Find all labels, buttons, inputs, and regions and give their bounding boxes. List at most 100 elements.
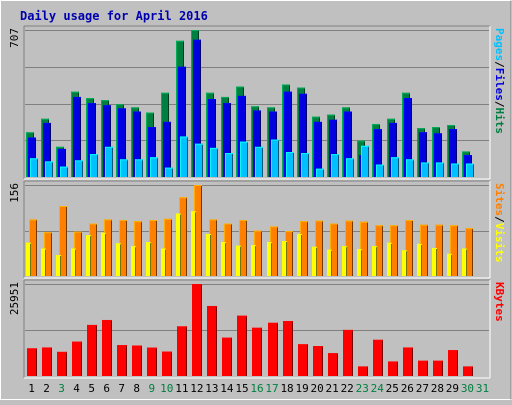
- bar-files-day-2: [43, 122, 51, 177]
- bar-kbytes-day-17: [268, 322, 278, 376]
- x-tick-label-day-14: 14: [220, 382, 234, 395]
- bar-kbytes-day-2: [42, 347, 52, 376]
- x-tick-label-day-17: 17: [265, 382, 278, 395]
- bar-pages-day-6: [105, 146, 113, 177]
- bar-kbytes-day-10: [162, 351, 172, 376]
- bar-files-day-20: [314, 121, 322, 177]
- bar-files-day-12: [193, 39, 201, 177]
- x-tick-label-day-31: 31: [476, 382, 489, 395]
- bar-pages-day-28: [436, 162, 444, 177]
- bar-pages-day-3: [60, 166, 68, 177]
- x-tick-label-day-11: 11: [175, 382, 188, 395]
- bar-files-day-27: [419, 132, 427, 177]
- legend-part: /: [493, 216, 506, 223]
- bar-files-day-3: [58, 148, 66, 177]
- bar-kbytes-day-20: [313, 346, 323, 376]
- bar-kbytes-day-12: [192, 284, 202, 376]
- x-tick-label-day-29: 29: [446, 382, 459, 395]
- bar-visits-day-4: [71, 248, 76, 276]
- x-tick-label-day-25: 25: [386, 382, 399, 395]
- bar-files-day-24: [374, 129, 382, 177]
- x-tick-label-day-5: 5: [88, 382, 95, 395]
- legend-part: Visits: [493, 223, 506, 263]
- bar-visits-day-10: [161, 248, 166, 276]
- bar-pages-day-22: [346, 158, 354, 177]
- bar-files-day-10: [163, 121, 171, 177]
- legend-part: KBytes: [493, 282, 506, 322]
- legend-part: Pages: [493, 28, 506, 61]
- bar-visits-day-17: [267, 242, 272, 276]
- bar-files-day-9: [148, 127, 156, 177]
- x-tick-label-day-4: 4: [73, 382, 80, 395]
- bar-pages-day-13: [210, 147, 218, 177]
- bar-sites-day-3: [59, 206, 67, 276]
- x-tick-label-day-8: 8: [133, 382, 140, 395]
- x-tick-label-day-3: 3: [58, 382, 65, 395]
- bar-visits-day-15: [236, 245, 241, 276]
- bar-pages-day-12: [195, 143, 203, 177]
- bar-kbytes-day-30: [463, 366, 473, 376]
- bar-sites-day-10: [164, 218, 172, 276]
- series-legend-label: KBytes: [493, 282, 506, 322]
- bar-visits-day-29: [447, 253, 452, 276]
- x-tick-label-day-22: 22: [341, 382, 354, 395]
- bar-sites-day-26: [405, 220, 413, 276]
- bar-kbytes-day-7: [117, 345, 127, 376]
- outer-frame-shadow: [510, 0, 512, 400]
- chart-title: Daily usage for April 2016: [20, 9, 208, 23]
- bar-kbytes-day-19: [298, 344, 308, 376]
- bar-pages-day-25: [391, 157, 399, 177]
- bar-visits-day-24: [372, 246, 377, 276]
- bar-pages-day-24: [376, 164, 384, 177]
- bar-files-day-29: [449, 129, 457, 177]
- bar-pages-day-4: [75, 160, 83, 177]
- x-tick-label-day-2: 2: [43, 382, 50, 395]
- bar-files-day-16: [253, 110, 261, 177]
- bar-visits-day-9: [146, 242, 151, 276]
- x-tick-label-day-21: 21: [326, 382, 339, 395]
- x-tick-label-day-19: 19: [295, 382, 308, 395]
- x-tick-label-day-27: 27: [416, 382, 429, 395]
- bar-files-day-18: [284, 91, 292, 177]
- bar-visits-day-16: [251, 245, 256, 276]
- bar-files-day-21: [329, 119, 337, 177]
- bar-visits-day-11: [176, 213, 181, 276]
- bar-kbytes-day-9: [147, 347, 157, 376]
- bar-visits-day-8: [131, 246, 136, 276]
- bar-pages-day-26: [406, 159, 414, 177]
- bar-visits-day-3: [56, 255, 61, 276]
- bar-visits-day-30: [462, 248, 467, 276]
- bar-kbytes-day-27: [418, 360, 428, 376]
- x-tick-label-day-26: 26: [401, 382, 414, 395]
- bar-pages-day-9: [150, 157, 158, 177]
- bar-visits-day-18: [282, 241, 287, 276]
- bar-visits-day-25: [387, 242, 392, 276]
- x-tick-label-day-20: 20: [311, 382, 324, 395]
- y-max-label: 25951: [8, 282, 21, 315]
- bar-kbytes-day-18: [283, 321, 293, 376]
- x-tick-label-day-24: 24: [371, 382, 385, 395]
- bar-files-day-26: [404, 97, 412, 177]
- bar-kbytes-day-6: [102, 319, 112, 376]
- bar-pages-day-14: [225, 153, 233, 177]
- bar-visits-day-20: [312, 246, 317, 276]
- bar-visits-day-1: [26, 242, 31, 276]
- bar-kbytes-day-11: [177, 326, 187, 376]
- bar-kbytes-day-21: [328, 353, 338, 376]
- legend-part: /: [493, 101, 506, 108]
- bar-visits-day-21: [327, 249, 332, 276]
- bar-kbytes-day-25: [388, 361, 398, 376]
- bar-files-day-25: [389, 122, 397, 177]
- bar-visits-day-6: [101, 232, 106, 276]
- bar-files-day-13: [208, 99, 216, 177]
- x-tick-label-day-13: 13: [205, 382, 218, 395]
- bar-visits-day-13: [206, 234, 211, 276]
- x-tick-label-day-30: 30: [461, 382, 474, 395]
- bar-pages-day-27: [421, 162, 429, 177]
- bar-kbytes-day-23: [358, 366, 368, 376]
- bar-pages-day-29: [451, 163, 459, 177]
- bar-pages-day-19: [301, 153, 309, 177]
- legend-part: Files: [493, 68, 506, 101]
- legend-part: Sites: [493, 183, 506, 216]
